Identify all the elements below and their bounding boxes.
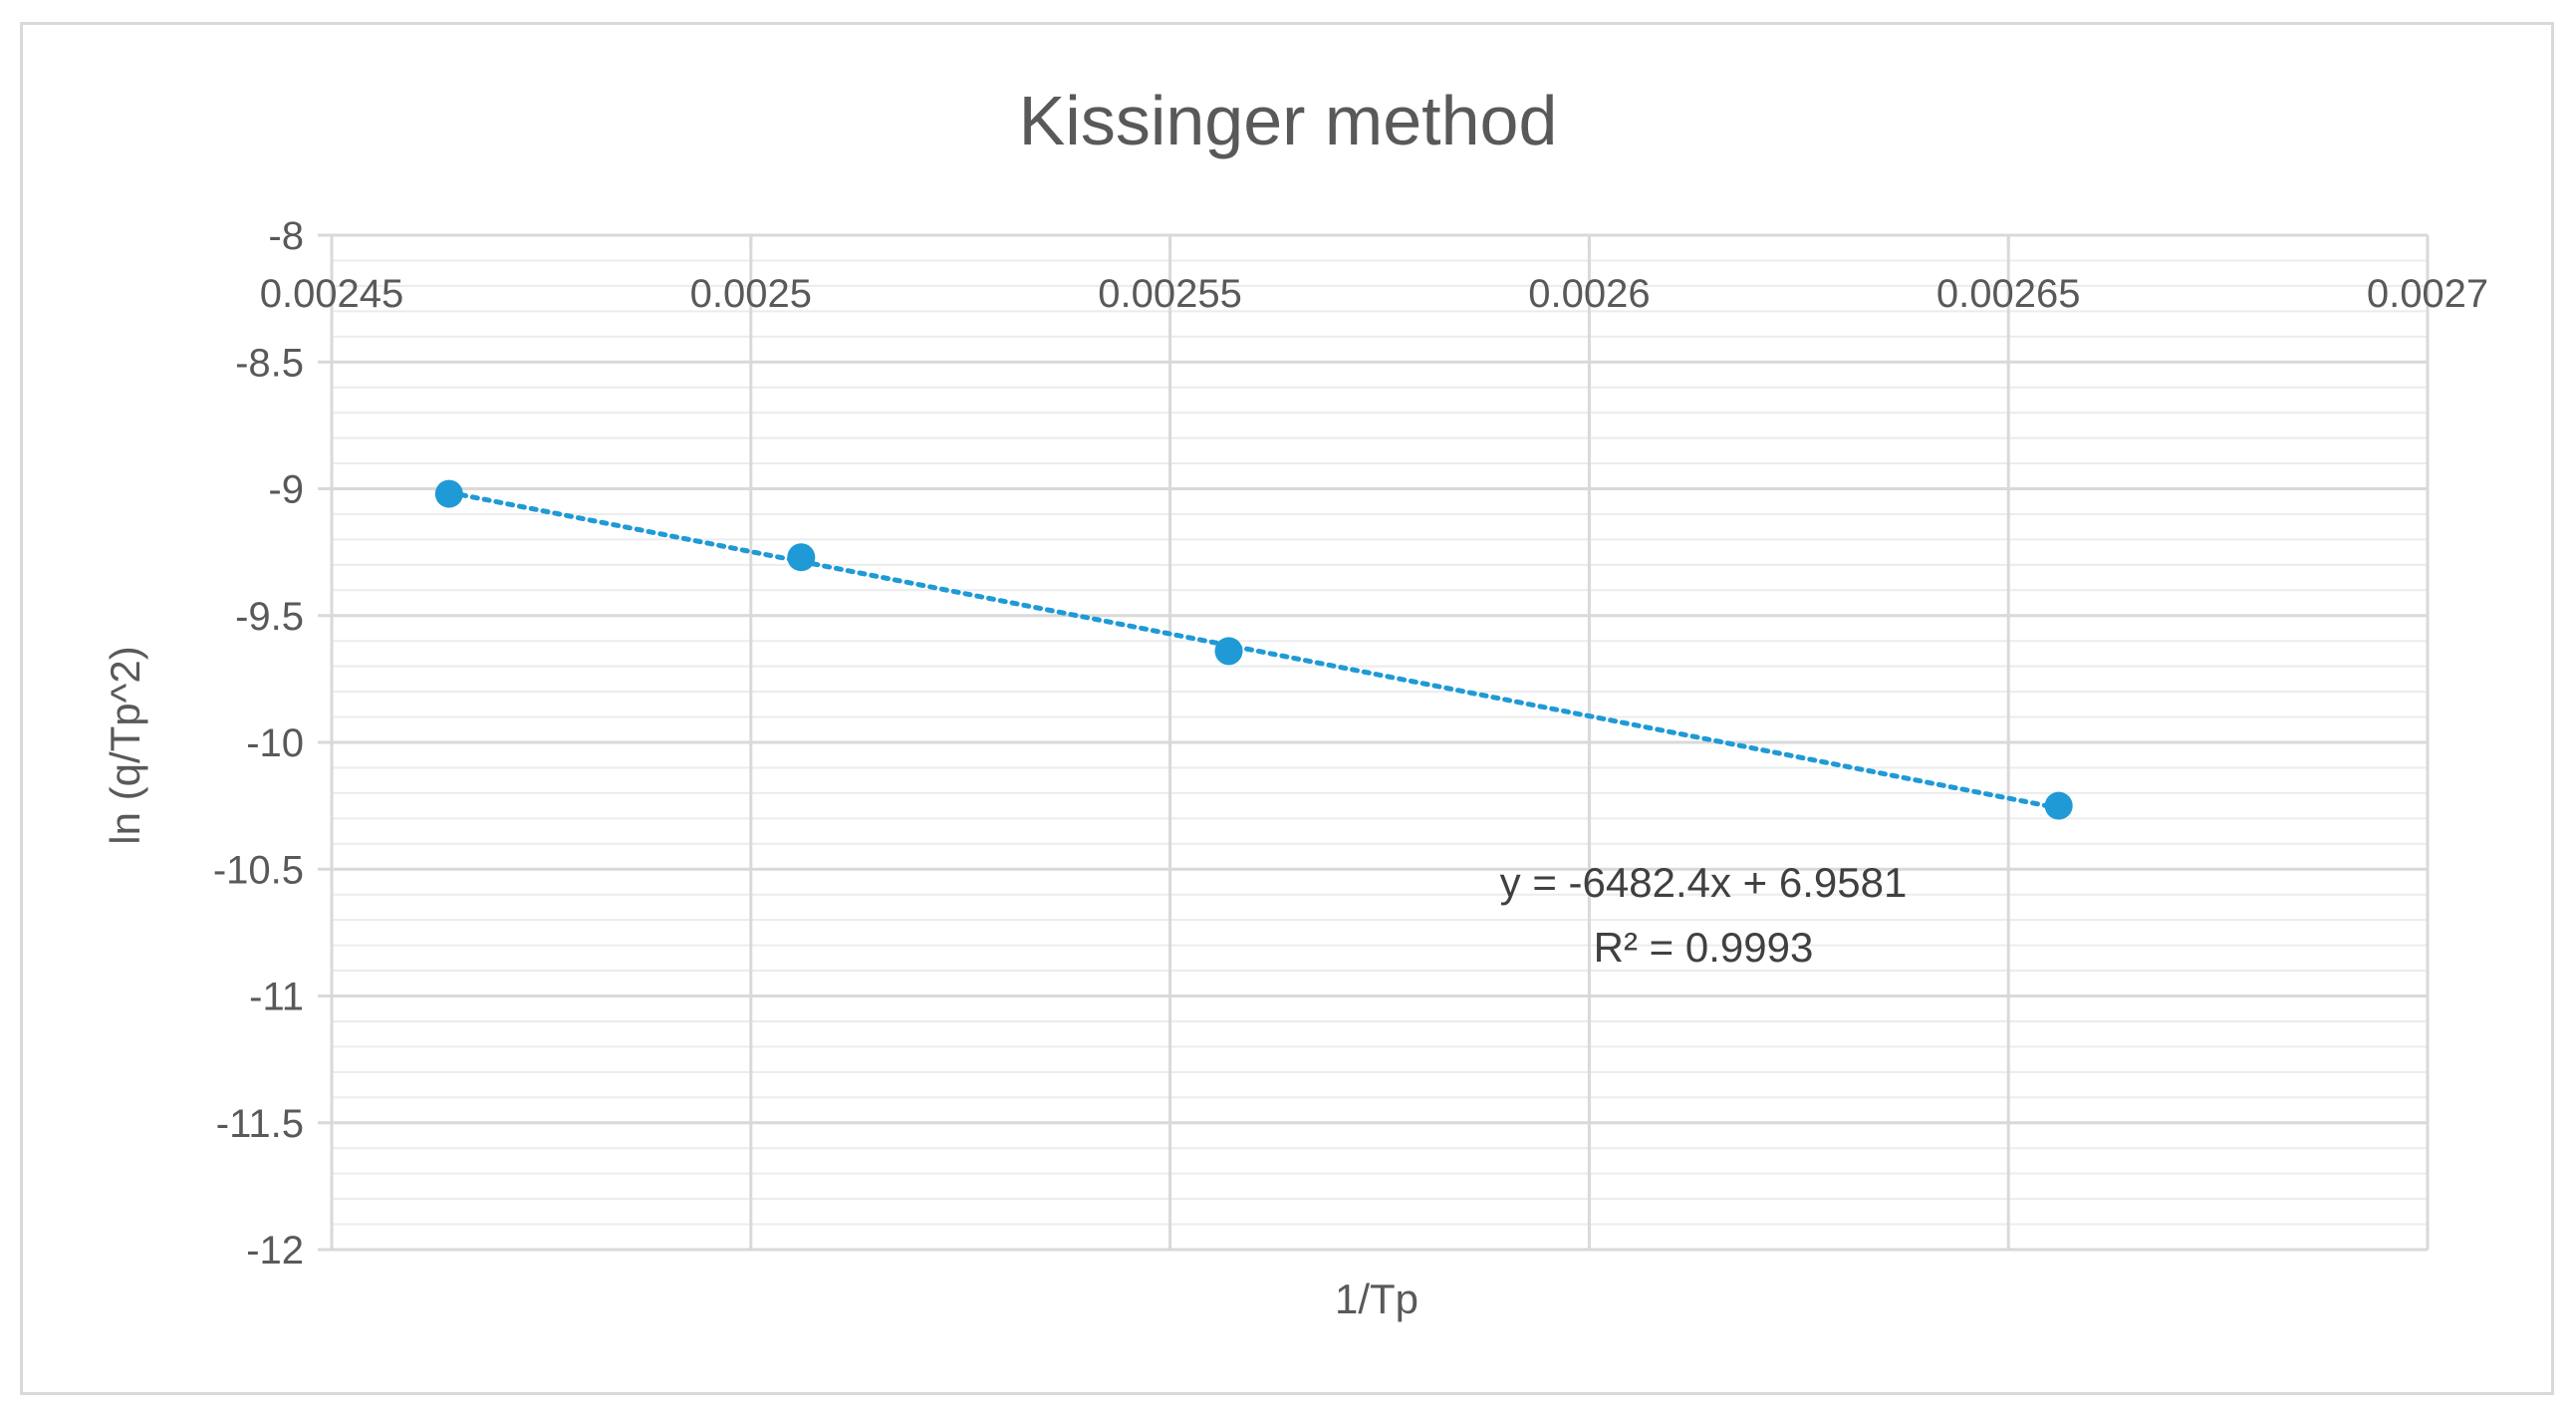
x-tick-label: 0.0027 <box>2367 272 2488 316</box>
y-tick-label: -8 <box>268 214 304 258</box>
x-axis-label: 1/Tp <box>1335 1275 1418 1322</box>
trendline <box>446 489 2062 811</box>
y-tick-label: -11 <box>249 976 304 1019</box>
data-point <box>787 543 816 572</box>
y-tick-label: -10.5 <box>213 848 304 892</box>
data-point <box>2044 791 2073 820</box>
y-tick-label: -8.5 <box>235 341 304 385</box>
data-point <box>434 479 463 508</box>
y-tick-label: -12 <box>246 1229 304 1273</box>
y-tick-label: -9.5 <box>235 595 304 639</box>
x-tick-label: 0.00265 <box>1936 272 2081 316</box>
trendline-group <box>446 489 2062 811</box>
r-squared-label: R² = 0.9993 <box>1594 924 1814 971</box>
major-grid <box>318 233 2430 1252</box>
data-points <box>434 479 2073 820</box>
x-tick-label: 0.0025 <box>690 272 812 316</box>
chart-frame <box>20 22 2554 1395</box>
x-tick-label: 0.00245 <box>260 272 404 316</box>
y-axis-label: ln (q/Tp^2) <box>102 646 148 844</box>
x-tick-label: 0.0026 <box>1528 272 1650 316</box>
minor-grid <box>332 259 2428 1226</box>
y-tick-label: -11.5 <box>216 1102 304 1146</box>
chart-title: Kissinger method <box>1019 82 1558 159</box>
data-point <box>1214 637 1243 666</box>
x-tick-label: 0.00255 <box>1098 272 1242 316</box>
y-tick-label: -9 <box>268 468 304 512</box>
x-axis-ticks: 0.00245 0.0025 0.00255 0.0026 0.00265 0.0027 <box>260 272 2488 316</box>
y-axis-ticks: -8 -8.5 -9 -9.5 -10 -10.5 -11 -11.5 -12 <box>213 214 304 1273</box>
y-tick-label: -10 <box>246 721 304 765</box>
trendline-equation: y = -6482.4x + 6.9581 <box>1500 859 1908 906</box>
